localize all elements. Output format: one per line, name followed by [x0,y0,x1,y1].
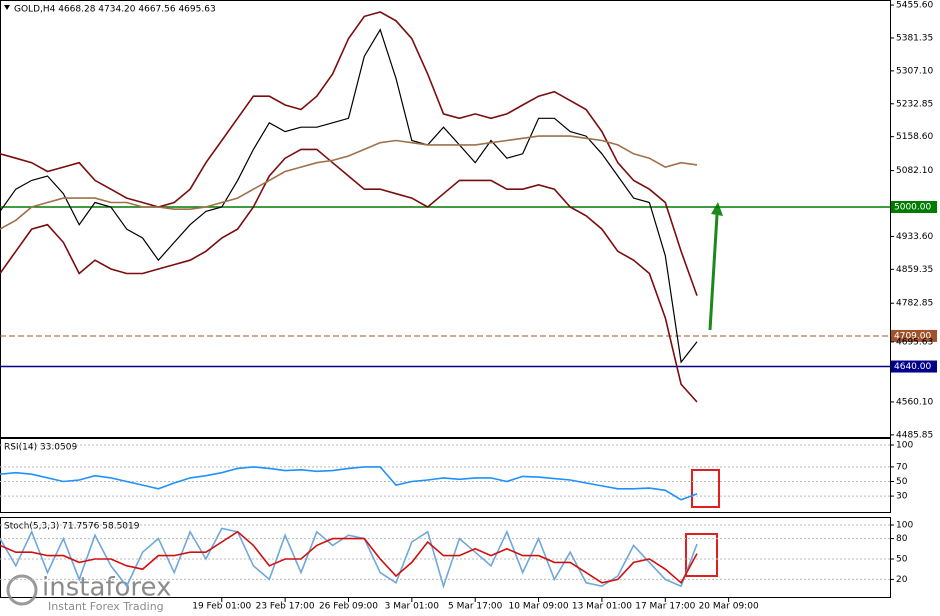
series-line [0,28,698,364]
forecast-arrowhead [711,202,723,216]
rsi-panel [0,438,891,513]
level-label-bg [891,200,937,213]
y-tick-label: 4933.60 [896,232,933,242]
x-tick-label: 17 Mar 17:00 [635,602,695,612]
y-tick-label: 5158.60 [896,132,933,142]
y-tick-label: 4485.85 [896,430,933,440]
watermark: instaforex Instant Forex Trading [6,573,171,613]
watermark-brand: instaforex [42,573,171,603]
x-tick-label: 3 Mar 01:00 [385,602,440,612]
y-tick-label: 100 [896,521,913,531]
y-tick-label: 20 [896,575,908,585]
level-label: 5000.00 [894,202,931,212]
y-tick-label: 80 [896,534,908,544]
y-tick-label: 70 [896,462,908,472]
x-tick-label: 20 Mar 09:00 [699,602,759,612]
highlight-box [691,469,720,508]
level-label: 4640.00 [894,362,931,372]
x-tick-label: 13 Mar 01:00 [572,602,632,612]
level-label: 4709.00 [894,331,931,341]
chart-title: GOLD,H4 4668.28 4734.20 4667.56 4695.63 [14,5,216,15]
y-tick-label: 30 [896,492,908,502]
x-tick-label: 10 Mar 09:00 [509,602,569,612]
x-tick-label: 23 Feb 17:00 [256,602,315,612]
series-line [0,466,698,501]
level-label-bg [891,360,937,373]
y-tick-label: 5082.10 [896,166,933,176]
y-tick-label: 50 [896,477,908,487]
main-panel [0,0,891,438]
x-tick-label: 5 Mar 17:00 [448,602,503,612]
price-label: 4695.63 [896,337,933,347]
y-tick-label: 5307.10 [896,66,933,76]
logo [6,574,38,606]
x-tick-label: 26 Feb 09:00 [319,602,378,612]
highlight-box [685,533,718,577]
y-tick-label: 4859.35 [896,265,933,275]
series-line [0,530,698,585]
x-tick-label: 19 Feb 01:00 [192,602,251,612]
stoch-panel [0,517,891,598]
y-tick-label: 4782.85 [896,299,933,309]
stoch-title: Stoch(5,3,3) 71.7576 58.5019 [4,522,140,532]
series-line [0,11,698,296]
y-tick-label: 5232.85 [896,99,933,109]
rsi-title: RSI(14) 33.0509 [4,443,77,453]
menu-arrow [4,5,10,10]
series-line [0,148,698,403]
y-tick-label: 4560.10 [896,397,933,407]
series-line [0,527,698,589]
series-line [0,135,698,230]
forecast-arrow [708,214,719,331]
y-tick-label: 5455.60 [896,1,933,11]
watermark-tagline: Instant Forex Trading [48,600,164,613]
y-tick-label: 5381.35 [896,33,933,43]
level-label-bg [891,329,937,342]
y-tick-label: 50 [896,555,908,565]
y-tick-label: 100 [896,441,913,451]
